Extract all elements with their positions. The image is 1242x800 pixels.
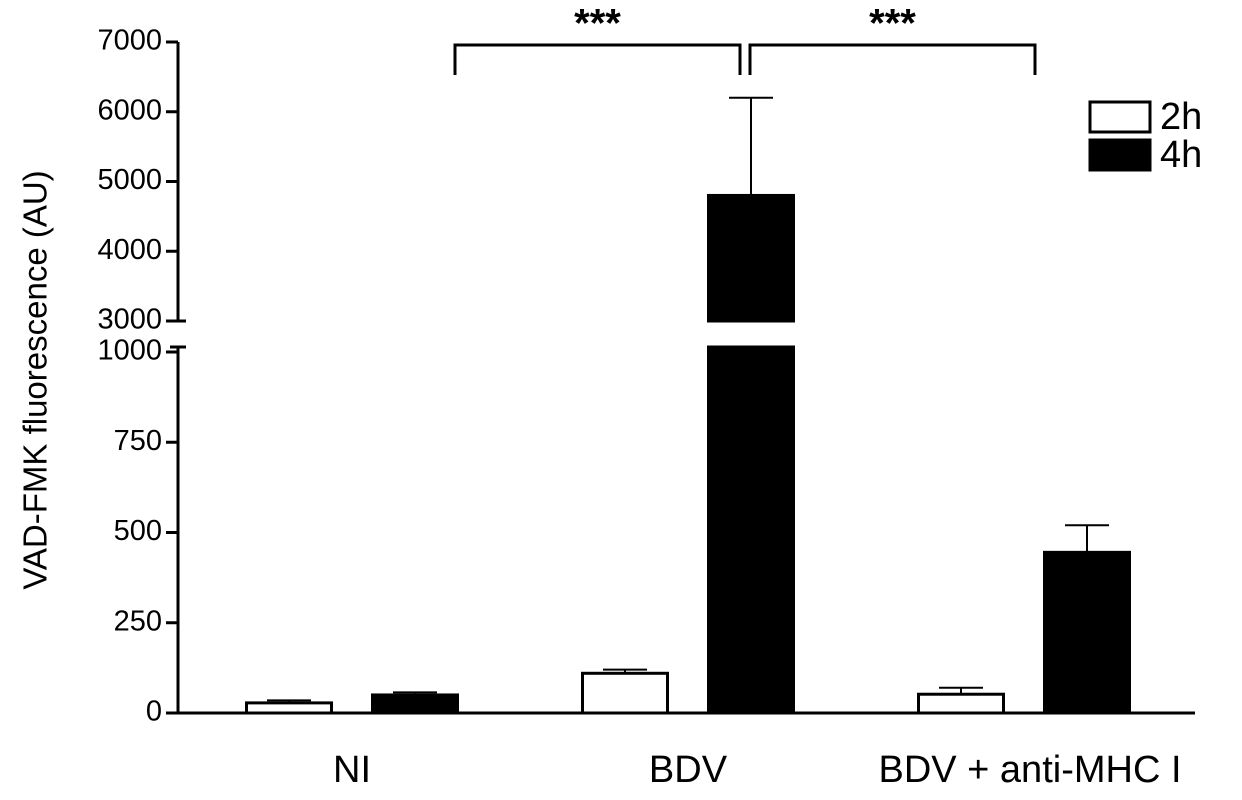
- significance-label: ***: [869, 2, 916, 46]
- y-axis-label: VAD-FMK fluorescence (AU): [17, 170, 54, 589]
- y-tick-label: 500: [114, 515, 162, 547]
- y-tick-label: 0: [146, 696, 162, 728]
- legend-swatch: [1088, 100, 1152, 134]
- bar: [371, 693, 459, 715]
- x-tick-label: BDV: [649, 749, 728, 791]
- x-tick-label: BDV + anti-MHC I: [878, 749, 1181, 791]
- y-tick-label: 6000: [97, 94, 162, 126]
- significance-bracket: [748, 43, 1037, 75]
- bar: [245, 701, 333, 715]
- bar: [917, 692, 1005, 715]
- y-tick-label: 250: [114, 605, 162, 637]
- y-tick-label: 3000: [97, 304, 162, 336]
- significance-label: ***: [574, 2, 621, 46]
- bar: [707, 345, 795, 715]
- legend-swatch: [1088, 138, 1152, 172]
- y-tick-label: 5000: [97, 164, 162, 196]
- legend-label: 2h: [1160, 96, 1202, 138]
- bar: [581, 671, 669, 715]
- y-tick-label: 4000: [97, 234, 162, 266]
- bar: [1043, 550, 1131, 715]
- y-tick-label: 1000: [97, 335, 162, 367]
- y-tick-label: 7000: [97, 25, 162, 57]
- significance-bracket: [453, 43, 742, 75]
- legend-label: 4h: [1160, 134, 1202, 176]
- y-tick-label: 750: [114, 425, 162, 457]
- bar: [707, 193, 795, 323]
- x-tick-label: NI: [333, 749, 371, 791]
